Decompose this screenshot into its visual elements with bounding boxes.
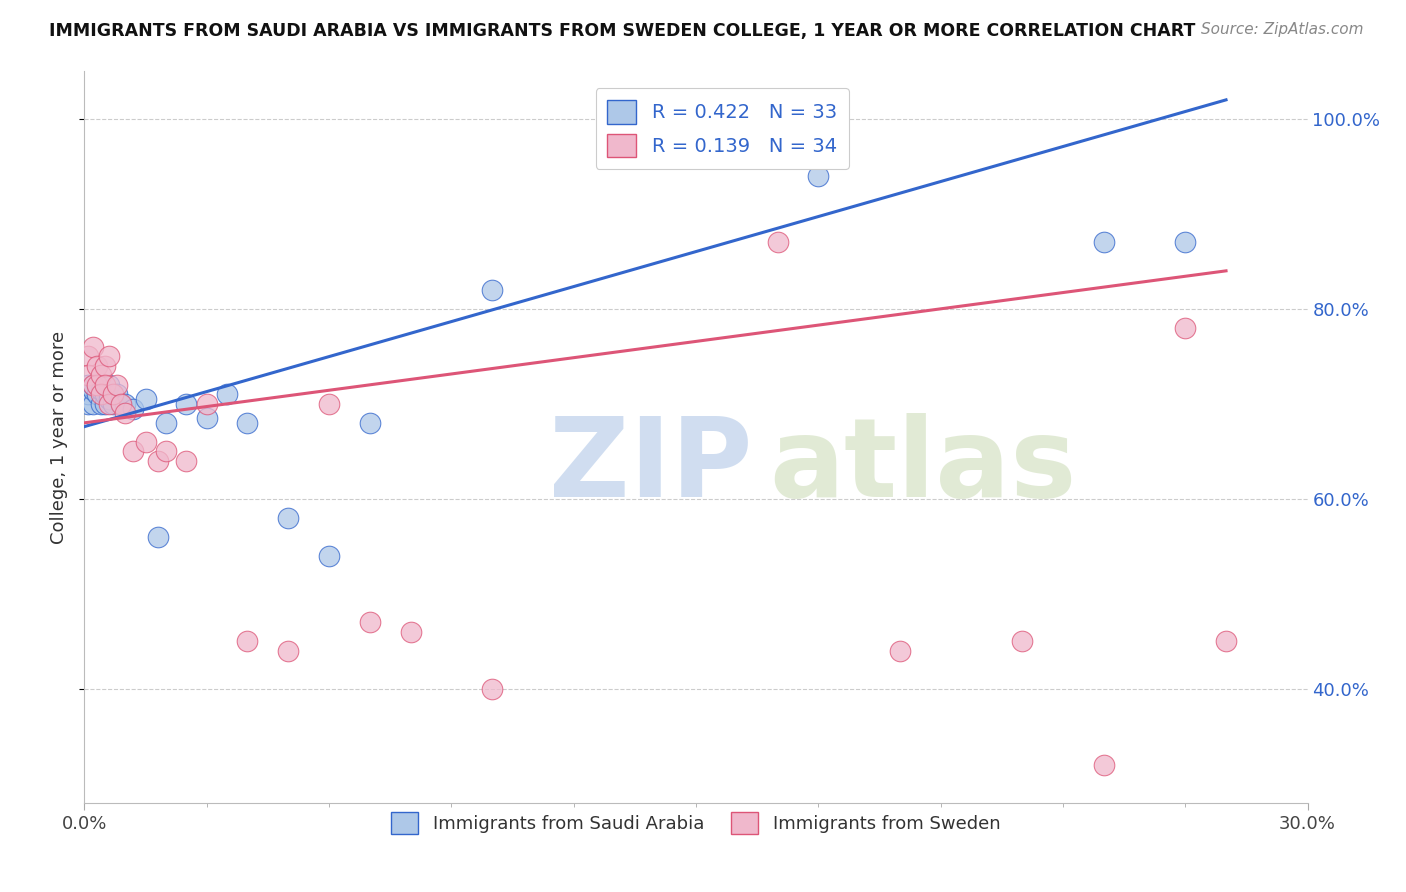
Point — [77, 377, 100, 392]
Point — [122, 444, 145, 458]
Point — [105, 387, 128, 401]
Legend: Immigrants from Saudi Arabia, Immigrants from Sweden: Immigrants from Saudi Arabia, Immigrants… — [384, 805, 1008, 841]
Point — [318, 397, 340, 411]
Point — [82, 377, 104, 392]
Point — [77, 368, 100, 383]
Point — [1174, 235, 1197, 250]
Point — [889, 644, 911, 658]
Point — [86, 359, 108, 373]
Point — [93, 397, 115, 411]
Point — [146, 454, 169, 468]
Point — [86, 377, 108, 392]
Point — [93, 377, 115, 392]
Point — [1215, 634, 1237, 648]
Point — [359, 615, 381, 630]
Point — [174, 397, 197, 411]
Point — [399, 624, 422, 639]
Point — [236, 634, 259, 648]
Point — [195, 397, 218, 411]
Point — [481, 681, 503, 696]
Point — [195, 411, 218, 425]
Point — [97, 349, 120, 363]
Point — [90, 368, 112, 383]
Point — [90, 387, 112, 401]
Point — [155, 444, 177, 458]
Point — [93, 359, 115, 373]
Point — [82, 397, 104, 411]
Point — [90, 397, 112, 411]
Point — [217, 387, 239, 401]
Text: atlas: atlas — [769, 413, 1077, 520]
Point — [155, 416, 177, 430]
Point — [135, 392, 157, 406]
Point — [93, 387, 115, 401]
Point — [101, 397, 124, 411]
Point — [766, 235, 789, 250]
Point — [101, 387, 124, 401]
Point — [77, 397, 100, 411]
Text: ZIP: ZIP — [550, 413, 752, 520]
Point — [90, 383, 112, 397]
Point — [1092, 235, 1115, 250]
Point — [86, 377, 108, 392]
Point — [318, 549, 340, 563]
Point — [110, 397, 132, 411]
Point — [114, 406, 136, 420]
Point — [122, 401, 145, 416]
Point — [82, 340, 104, 354]
Point — [1174, 321, 1197, 335]
Point — [359, 416, 381, 430]
Point — [97, 392, 120, 406]
Point — [77, 387, 100, 401]
Point — [807, 169, 830, 183]
Point — [77, 349, 100, 363]
Text: IMMIGRANTS FROM SAUDI ARABIA VS IMMIGRANTS FROM SWEDEN COLLEGE, 1 YEAR OR MORE C: IMMIGRANTS FROM SAUDI ARABIA VS IMMIGRAN… — [49, 22, 1195, 40]
Y-axis label: College, 1 year or more: College, 1 year or more — [51, 331, 69, 543]
Point — [110, 397, 132, 411]
Point — [105, 377, 128, 392]
Point — [86, 387, 108, 401]
Point — [277, 511, 299, 525]
Point — [82, 383, 104, 397]
Point — [82, 377, 104, 392]
Point — [1011, 634, 1033, 648]
Point — [277, 644, 299, 658]
Point — [97, 397, 120, 411]
Point — [1092, 757, 1115, 772]
Point — [114, 397, 136, 411]
Point — [236, 416, 259, 430]
Point — [481, 283, 503, 297]
Point — [146, 530, 169, 544]
Point — [135, 434, 157, 449]
Point — [174, 454, 197, 468]
Text: Source: ZipAtlas.com: Source: ZipAtlas.com — [1201, 22, 1364, 37]
Point — [97, 377, 120, 392]
